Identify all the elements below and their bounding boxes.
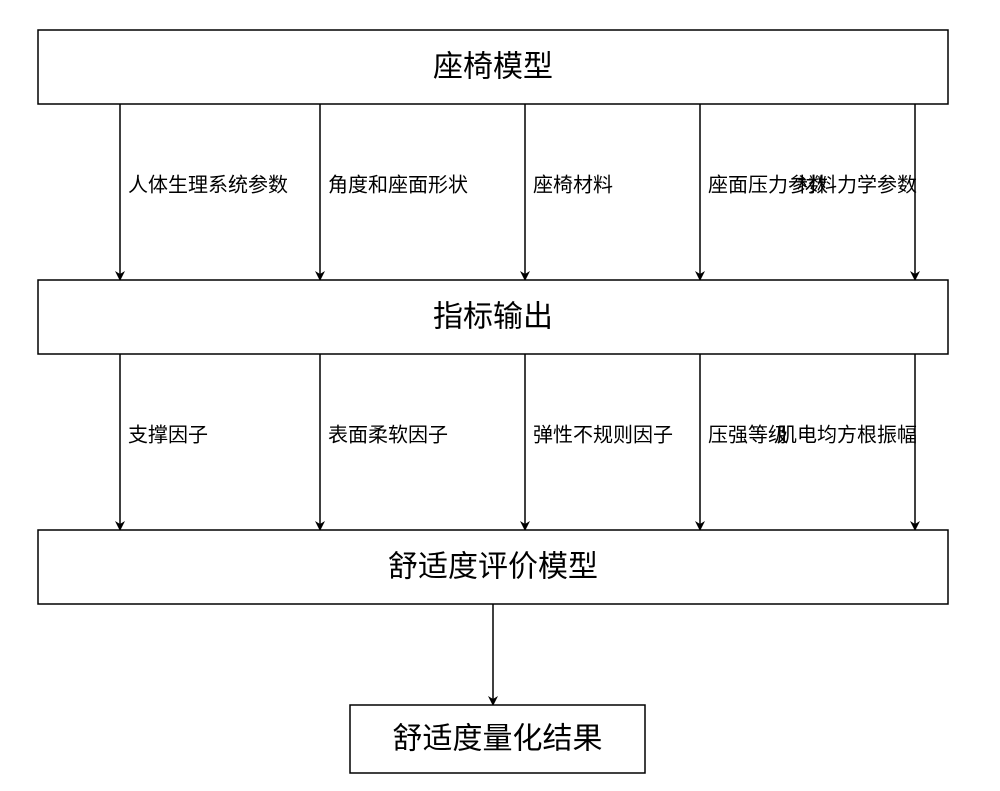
flow-node-label: 舒适度量化结果 [393,723,603,756]
flow-node-label: 指标输出 [433,301,553,334]
edge-label: 人体生理系统参数 [128,174,288,197]
flow-node-label: 舒适度评价模型 [388,551,598,584]
edge-label: 肌电均方根振幅 [777,424,917,447]
flow-node: 座椅模型 [38,30,948,104]
flow-node: 舒适度量化结果 [350,705,645,773]
edge-label: 表面柔软因子 [328,424,448,447]
edge-label: 角度和座面形状 [328,174,468,197]
flow-node-label: 座椅模型 [433,51,553,84]
edge-label: 支撑因子 [128,424,208,447]
edge-label: 弹性不规则因子 [533,424,673,447]
edge-label: 材料力学参数 [797,174,917,197]
flow-node: 指标输出 [38,280,948,354]
edge-label: 压强等级 [708,424,788,447]
flow-node: 舒适度评价模型 [38,530,948,604]
edge-label: 座椅材料 [533,174,613,197]
